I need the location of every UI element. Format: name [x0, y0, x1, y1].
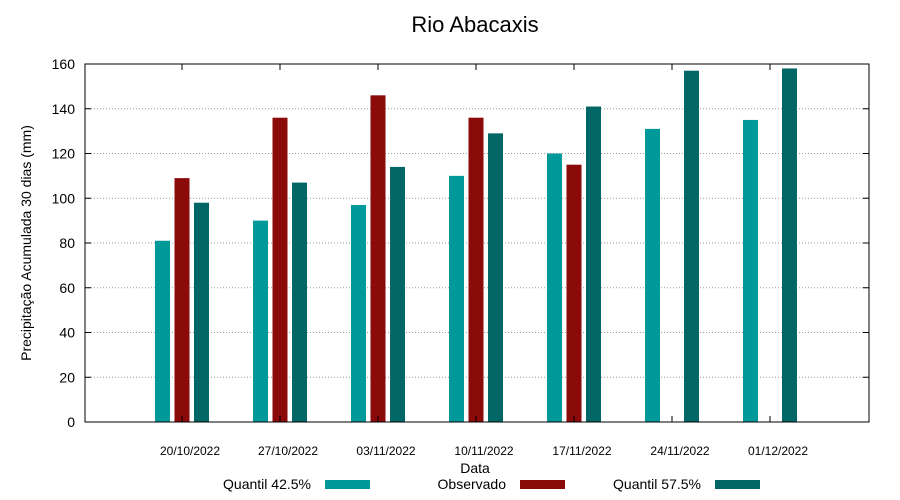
y-tick-label: 0: [67, 414, 75, 430]
bar-quantil-42-5--5: [645, 128, 660, 422]
y-tick-label: 80: [59, 235, 75, 251]
y-tick-label: 120: [52, 146, 76, 162]
y-tick-label: 60: [59, 280, 75, 296]
x-tick-label: 24/11/2022: [650, 444, 709, 458]
bar-quantil-57-5--5: [684, 70, 699, 423]
legend-swatch: [520, 480, 565, 489]
x-tick-label: 01/12/2022: [748, 444, 808, 458]
bar-observado-4: [566, 164, 582, 422]
bar-observado-2: [370, 95, 386, 422]
x-tick-label: 03/11/2022: [356, 444, 415, 458]
bar-quantil-57-5--6: [782, 68, 797, 422]
y-tick-label: 100: [52, 190, 76, 206]
y-tick-label: 140: [52, 101, 76, 117]
y-axis-label: Precipitação Acumulada 30 dias (mm): [18, 125, 34, 361]
bar-quantil-42-5--1: [253, 220, 268, 422]
bar-observado-1: [272, 117, 288, 422]
x-tick-label: 27/10/2022: [258, 444, 318, 458]
bars: [155, 68, 797, 423]
legend-label: Quantil 57.5%: [613, 476, 701, 492]
y-ticks: 0 20 40 60 80 100 120 140 160: [52, 56, 869, 430]
bar-quantil-42-5--3: [449, 175, 464, 422]
bar-quantil-57-5--3: [488, 133, 503, 423]
bar-quantil-42-5--0: [155, 240, 170, 422]
x-ticks: 20/10/2022 27/10/2022 03/11/2022 10/11/2022…: [160, 64, 808, 458]
bar-quantil-57-5--2: [390, 166, 405, 422]
legend-label: Observado: [438, 476, 507, 492]
x-tick-label: 10/11/2022: [454, 444, 513, 458]
x-tick-label: 17/11/2022: [552, 444, 611, 458]
chart-title: Rio Abacaxis: [411, 12, 538, 37]
bar-quantil-57-5--1: [292, 182, 307, 422]
bar-quantil-57-5--0: [194, 202, 209, 422]
bar-quantil-42-5--2: [351, 204, 366, 422]
y-tick-label: 40: [59, 325, 75, 341]
bar-observado-0: [174, 178, 190, 422]
bar-quantil-42-5--4: [547, 153, 562, 422]
bar-observado-3: [468, 117, 484, 422]
legend-swatch: [715, 480, 760, 489]
bar-quantil-42-5--6: [743, 119, 758, 422]
y-tick-label: 20: [59, 369, 75, 385]
legend-label: Quantil 42.5%: [223, 476, 311, 492]
x-axis-label: Data: [460, 460, 490, 476]
legend: Quantil 42.5% Observado Quantil 57.5%: [223, 476, 760, 492]
bar-quantil-57-5--4: [586, 106, 601, 422]
x-tick-label: 20/10/2022: [160, 444, 220, 458]
y-tick-label: 160: [52, 56, 76, 72]
legend-swatch: [325, 480, 370, 489]
